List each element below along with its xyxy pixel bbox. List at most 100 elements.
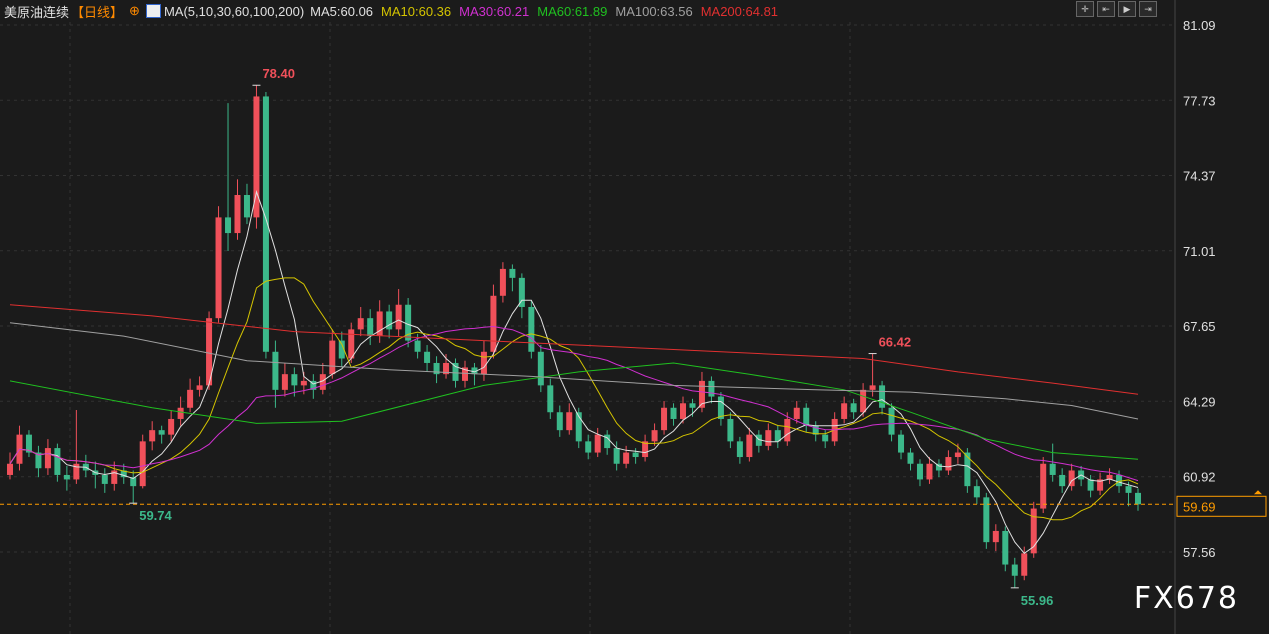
candle-body (424, 351, 431, 363)
y-tick-label: 67.65 (1183, 319, 1216, 334)
ma-line-ma30 (9, 325, 1139, 482)
candle-body (632, 452, 639, 458)
add-indicator-icon[interactable]: ⊕ (129, 3, 140, 18)
ma-label[interactable]: MA(5,10,30,60,100,200) (163, 3, 305, 19)
ma-line-ma5 (9, 190, 1139, 554)
candle-body (310, 380, 317, 390)
candle-body (149, 430, 156, 442)
candle-body (291, 374, 298, 386)
candle-body (509, 268, 516, 278)
candle-body (1097, 479, 1104, 491)
candle-body (1021, 553, 1028, 576)
candle-body (623, 452, 630, 464)
exit-icon[interactable]: ⇥ (1139, 1, 1157, 17)
candle-body (945, 457, 952, 471)
candle-body (964, 452, 971, 487)
candle-body (35, 452, 42, 469)
candle-body (253, 96, 260, 218)
candle-body (1087, 479, 1094, 491)
watermark: FX678 (1133, 581, 1239, 616)
ma-line-ma10 (9, 277, 1139, 521)
candle-body (63, 474, 70, 480)
ma-value-1: MA10:60.36 (381, 3, 452, 19)
candle-body (206, 318, 213, 386)
zoom-to-start-icon[interactable]: ⇤ (1097, 1, 1115, 17)
candle-body (528, 306, 535, 352)
candle-body (774, 430, 781, 442)
candle-body (935, 463, 942, 471)
candle-body (433, 362, 440, 375)
candle-body (44, 448, 51, 469)
symbol-name[interactable]: 美原油连续 (4, 4, 70, 20)
candle-body (196, 385, 203, 390)
candle-body (386, 311, 393, 330)
candle-body (348, 329, 355, 359)
candle-body (187, 389, 194, 408)
candle-body (1135, 492, 1141, 505)
candle-body (480, 351, 487, 375)
candle-body (717, 396, 724, 419)
candle-body (1125, 486, 1132, 493)
candle-body (585, 441, 592, 453)
candle-body (613, 448, 620, 464)
candle-body (319, 374, 326, 390)
candle-body (698, 380, 705, 408)
last-price-box (1176, 495, 1267, 517)
candle-body (661, 407, 668, 431)
candle-body (803, 407, 810, 426)
candle-body (888, 407, 895, 435)
candle-body (1059, 474, 1066, 487)
ma-line-ma200 (9, 304, 1139, 395)
candle-body (765, 430, 772, 446)
play-icon[interactable]: ▶ (1118, 1, 1136, 17)
candle-body (338, 340, 345, 359)
candle-body (746, 434, 753, 458)
candle-body (168, 418, 175, 435)
candle-body (926, 463, 933, 480)
candle-body (983, 497, 990, 543)
candle-body (329, 340, 336, 375)
candle-body (1116, 474, 1123, 487)
candle-body (120, 470, 127, 478)
candle-body (1011, 564, 1018, 576)
candle-body (566, 412, 573, 431)
candle-body (414, 340, 421, 352)
candle-body (575, 412, 582, 442)
annotation-label: 78.40 (262, 66, 295, 81)
y-tick-label: 60.92 (1183, 470, 1216, 485)
chart-header: 美原油连续 【日线】 ⊕ MA(5,10,30,60,100,200) MA5:… (0, 0, 778, 22)
period-label[interactable]: 【日线】 (71, 4, 124, 20)
candle-body (177, 407, 184, 419)
candle-body (680, 403, 687, 419)
candle-body (405, 304, 412, 341)
candle-body (215, 217, 222, 319)
candle-body (727, 418, 734, 442)
candle-body (537, 351, 544, 386)
candle-body (850, 403, 857, 413)
candle-body (898, 434, 905, 453)
candle-body (25, 434, 32, 453)
ma-value-4: MA100:63.56 (615, 3, 693, 19)
candle-body (300, 380, 307, 386)
crosshair-icon[interactable]: ✛ (1076, 1, 1094, 17)
ma-line-ma100 (9, 322, 1139, 420)
candle-body (357, 318, 364, 330)
candle-body (111, 470, 118, 484)
candle-body (7, 463, 13, 475)
candle-body (518, 277, 525, 307)
candle-body (992, 530, 999, 543)
candle-body (736, 441, 743, 458)
candle-body (452, 362, 459, 381)
candle-body (367, 318, 374, 337)
ma-indicator-icon[interactable] (145, 4, 161, 18)
candle-body (784, 418, 791, 442)
candle-body (243, 194, 250, 218)
y-tick-label: 74.37 (1183, 169, 1216, 184)
candle-body (879, 385, 886, 408)
annotation-label: 66.42 (879, 335, 912, 350)
candle-body (1030, 508, 1037, 554)
candle-body (1106, 474, 1113, 480)
candle-body (812, 425, 819, 435)
candle-body (54, 448, 61, 475)
